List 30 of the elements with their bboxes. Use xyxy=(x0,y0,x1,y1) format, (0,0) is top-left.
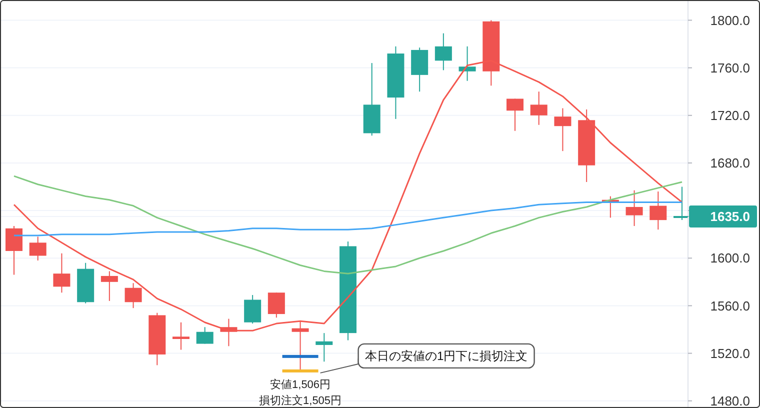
candlestick xyxy=(554,108,572,152)
candlestick xyxy=(650,191,667,230)
annotation: 本日の安値の1円下に損切注文 xyxy=(364,349,528,364)
candlestick xyxy=(434,32,452,71)
candlestick xyxy=(196,326,214,344)
candlestick xyxy=(506,98,524,132)
y-tick-label: 1680.0 xyxy=(710,156,750,171)
y-tick-label: 1480.0 xyxy=(710,393,750,408)
candlestick xyxy=(268,292,285,318)
candlestick xyxy=(124,282,142,309)
candlestick xyxy=(244,294,262,324)
candlestick xyxy=(100,270,118,302)
line-series xyxy=(13,175,683,274)
annotation: 安値1,506円 xyxy=(270,378,331,391)
candlestick xyxy=(530,91,548,126)
y-tick-label: 1800.0 xyxy=(710,12,750,28)
candlestick xyxy=(6,226,22,276)
candlestick xyxy=(626,190,643,227)
candlestick xyxy=(29,236,46,261)
candlestick xyxy=(53,252,70,294)
y-tick-label: 1635.0 xyxy=(710,209,750,224)
y-tick-label: 1600.0 xyxy=(710,250,750,266)
y-tick-label: 1760.0 xyxy=(710,60,750,76)
candlestick xyxy=(458,46,476,82)
candlestick xyxy=(172,322,190,350)
annotation: 損切注文1,505円 xyxy=(259,394,342,407)
y-tick-label: 1560.0 xyxy=(710,298,750,314)
y-tick-label: 1520.0 xyxy=(710,346,750,361)
y-tick-label: 1720.0 xyxy=(710,108,750,123)
candlestick xyxy=(316,332,333,362)
